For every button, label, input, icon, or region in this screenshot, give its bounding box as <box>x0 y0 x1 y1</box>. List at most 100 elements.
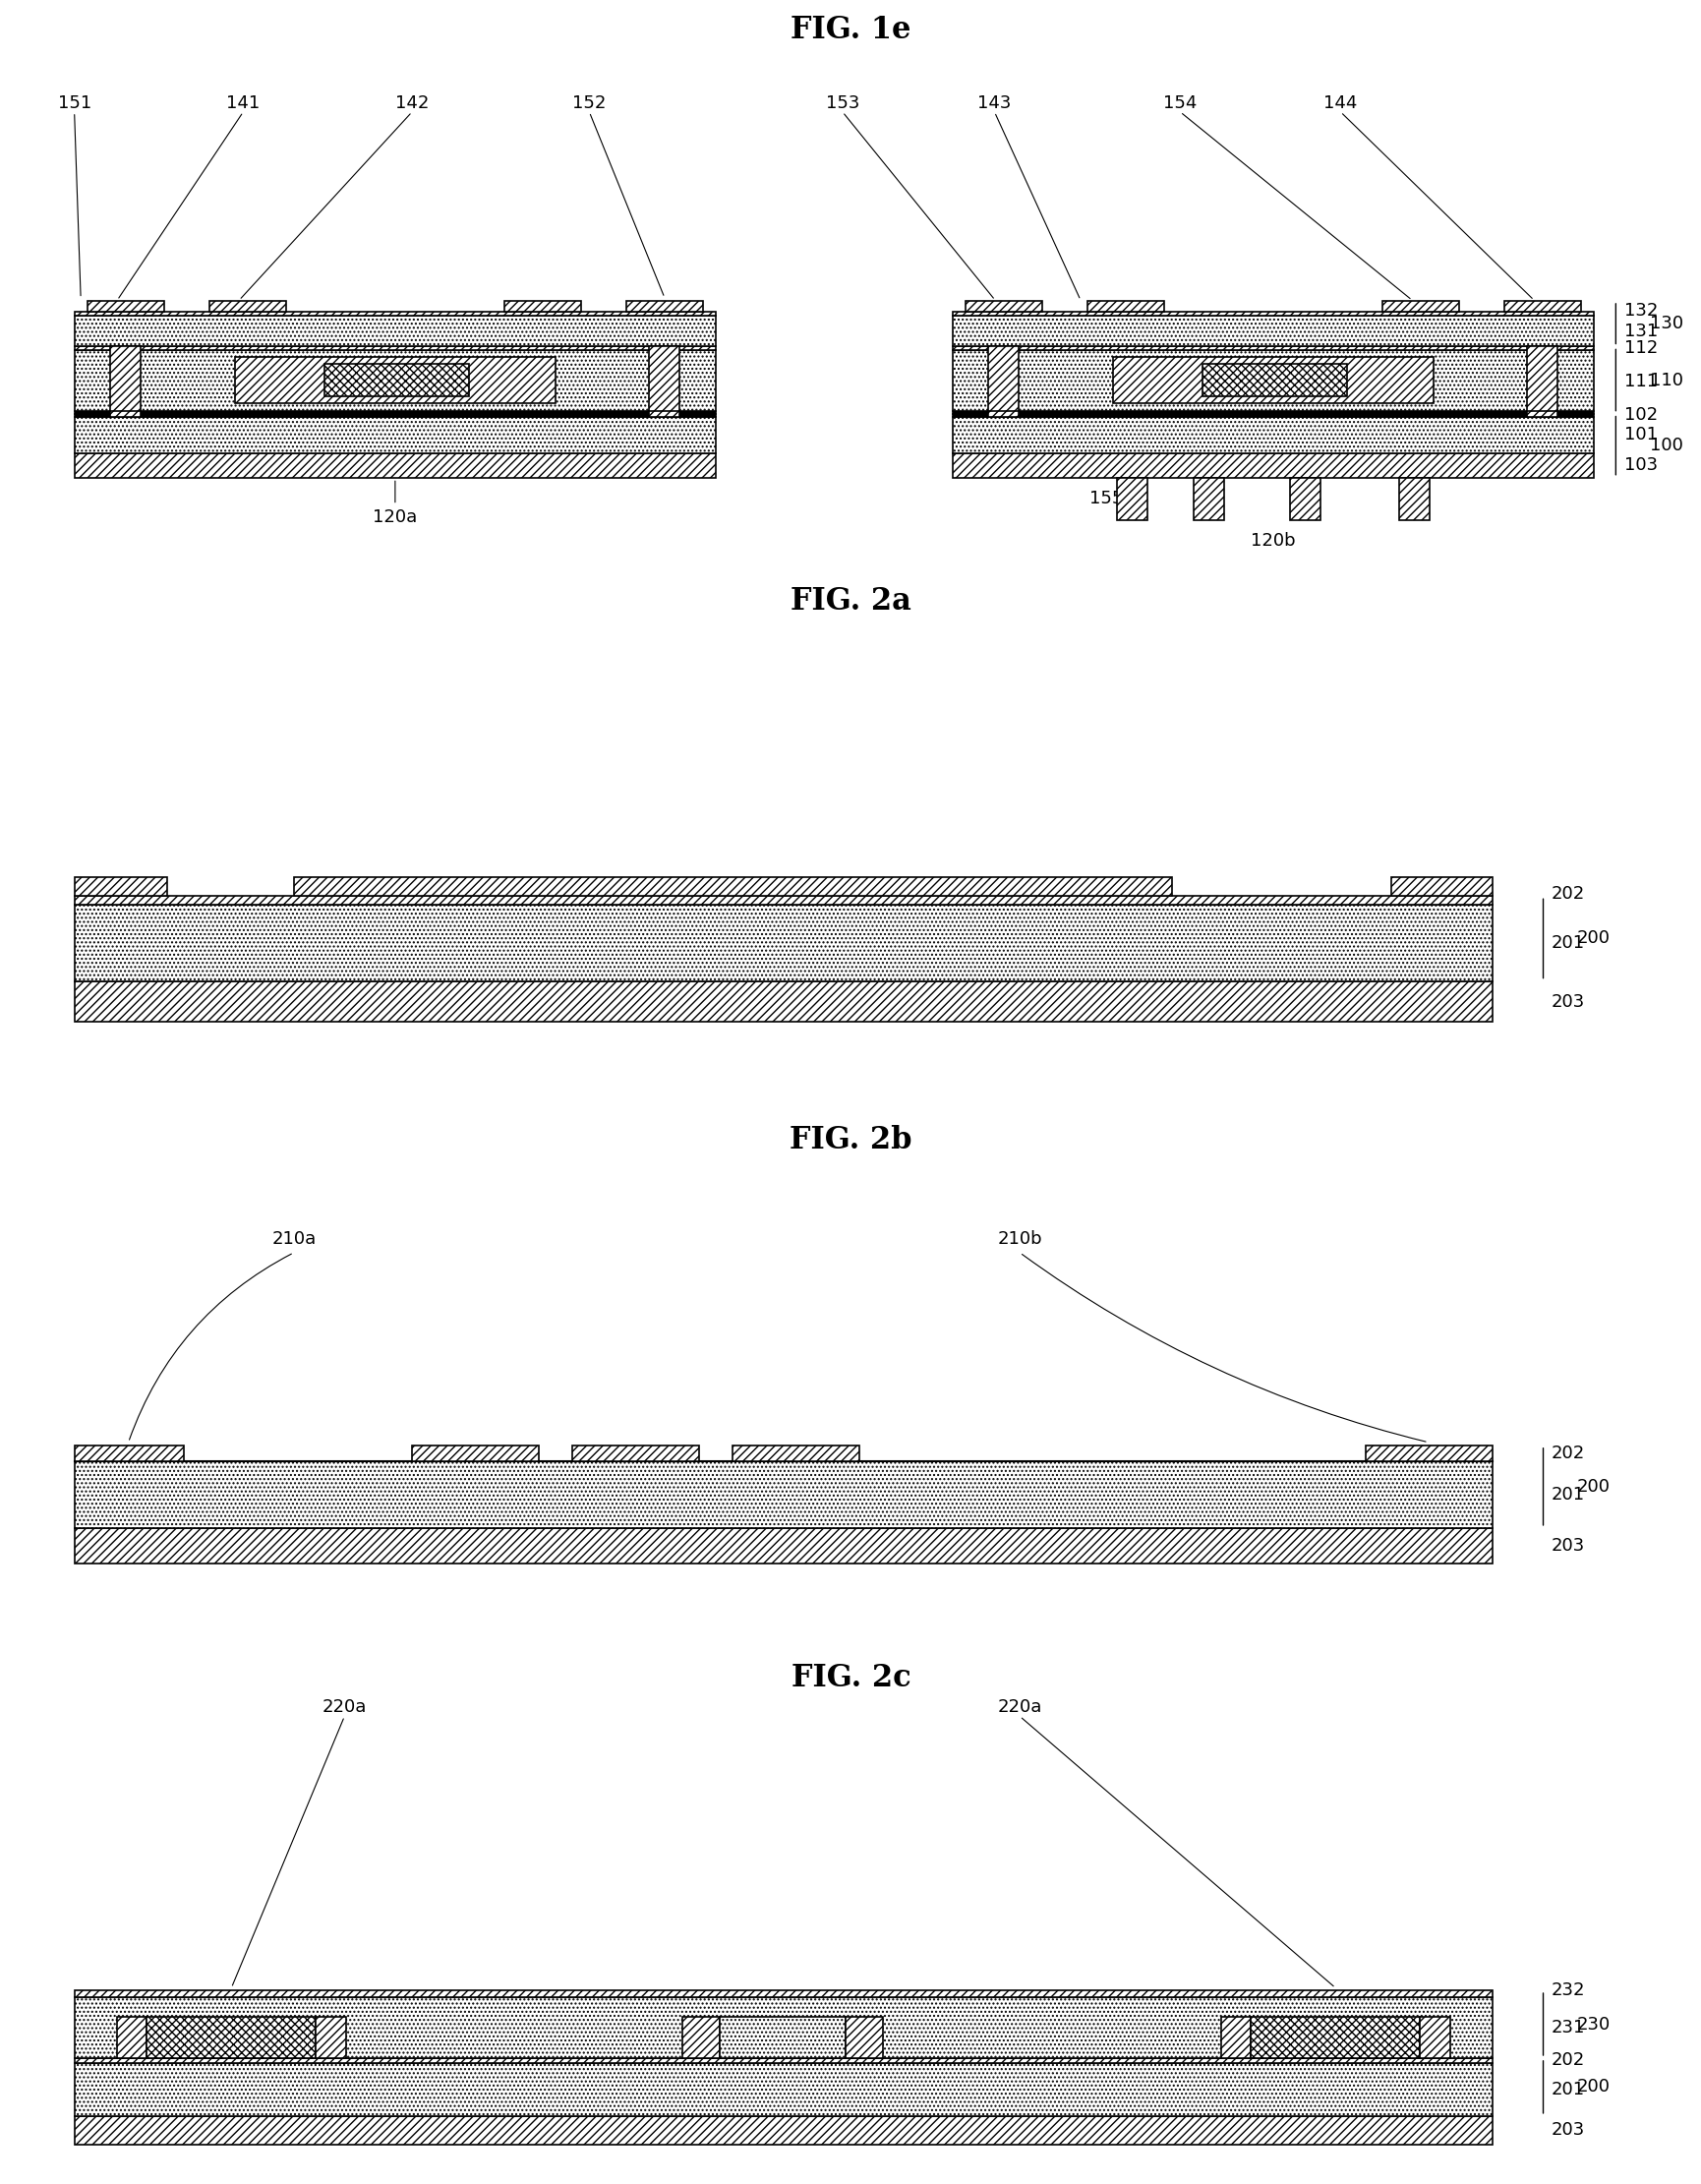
Bar <box>75 1529 1492 1564</box>
Bar <box>1381 301 1458 312</box>
Text: FIG. 1e: FIG. 1e <box>791 15 910 46</box>
Text: 120b: 120b <box>1250 533 1294 550</box>
Bar <box>953 349 1592 411</box>
Bar <box>682 2018 720 2057</box>
Text: 154: 154 <box>1163 94 1196 111</box>
Bar <box>75 1461 1492 1529</box>
Bar <box>75 454 716 478</box>
Bar <box>733 1446 859 1461</box>
Bar <box>988 347 1019 413</box>
Bar <box>87 301 163 312</box>
Bar <box>1220 2018 1250 2057</box>
Bar <box>75 312 716 317</box>
Bar <box>953 454 1592 478</box>
Text: 111: 111 <box>1623 373 1657 391</box>
Bar <box>75 981 1492 1022</box>
Bar <box>1192 478 1223 520</box>
Bar <box>1112 358 1432 402</box>
Bar <box>75 2064 1492 2116</box>
Bar <box>1366 1446 1492 1461</box>
Text: FIG. 2c: FIG. 2c <box>791 1664 910 1695</box>
Text: 201: 201 <box>1551 2081 1584 2099</box>
Bar <box>964 301 1041 312</box>
Bar <box>325 365 469 395</box>
Bar <box>316 2018 345 2057</box>
Bar <box>626 301 703 312</box>
Text: 112: 112 <box>1623 339 1657 356</box>
Text: 156: 156 <box>1288 489 1322 507</box>
Bar <box>75 411 716 413</box>
Text: 100: 100 <box>1648 437 1682 454</box>
Bar <box>503 301 580 312</box>
Text: 203: 203 <box>1551 994 1584 1011</box>
Text: 152: 152 <box>572 94 606 111</box>
Bar <box>75 349 716 411</box>
Bar <box>412 1446 538 1461</box>
Text: 203: 203 <box>1551 1538 1584 1555</box>
Text: 145: 145 <box>1191 489 1225 507</box>
Text: FIG. 2b: FIG. 2b <box>789 1125 912 1155</box>
Text: 151: 151 <box>58 94 92 111</box>
Text: 141: 141 <box>226 94 260 111</box>
Bar <box>650 411 679 417</box>
Text: 155: 155 <box>1089 489 1123 507</box>
Bar <box>111 347 141 413</box>
Bar <box>953 312 1592 317</box>
Text: 231: 231 <box>1551 2018 1585 2035</box>
Text: 230: 230 <box>1577 2016 1609 2033</box>
Bar <box>75 895 1492 904</box>
Text: 110: 110 <box>1648 371 1682 389</box>
Text: 103: 103 <box>1623 456 1657 474</box>
Bar <box>1526 411 1556 417</box>
Text: 130: 130 <box>1648 314 1682 332</box>
Text: 202: 202 <box>1551 1444 1584 1463</box>
Bar <box>209 301 286 312</box>
Text: 202: 202 <box>1551 2051 1584 2070</box>
Bar <box>75 347 716 349</box>
Text: 131: 131 <box>1623 323 1657 341</box>
Text: 220a: 220a <box>321 1699 367 1717</box>
Bar <box>953 411 1592 413</box>
Bar <box>1398 478 1429 520</box>
Text: 120a: 120a <box>373 509 417 526</box>
Bar <box>75 2057 1492 2064</box>
Bar <box>75 878 167 895</box>
Text: 142: 142 <box>395 94 429 111</box>
Text: 201: 201 <box>1551 935 1584 952</box>
Bar <box>953 347 1592 349</box>
Bar <box>75 417 716 454</box>
Text: 200: 200 <box>1577 2079 1609 2097</box>
Bar <box>1116 478 1146 520</box>
Bar <box>572 1446 699 1461</box>
Bar <box>111 411 141 417</box>
Text: 210a: 210a <box>272 1230 316 1247</box>
Bar <box>146 2018 316 2057</box>
Text: 200: 200 <box>1577 1479 1609 1496</box>
Bar <box>845 2018 883 2057</box>
Bar <box>988 411 1019 417</box>
Text: 232: 232 <box>1551 1981 1585 1998</box>
Bar <box>75 1990 1492 1996</box>
Text: 143: 143 <box>976 94 1010 111</box>
Bar <box>116 2018 146 2057</box>
Text: 101: 101 <box>1623 426 1657 443</box>
Bar <box>1504 301 1580 312</box>
Bar <box>235 358 555 402</box>
Bar <box>953 413 1592 417</box>
Bar <box>75 2116 1492 2145</box>
Bar <box>75 1996 1492 2057</box>
Text: 220a: 220a <box>997 1699 1041 1717</box>
Bar <box>1390 878 1492 895</box>
Text: 201: 201 <box>1551 1485 1584 1503</box>
Text: 144: 144 <box>1323 94 1357 111</box>
Bar <box>75 413 716 417</box>
Text: 210b: 210b <box>997 1230 1041 1247</box>
Bar <box>953 317 1592 347</box>
Text: 146: 146 <box>1397 489 1431 507</box>
Bar <box>1250 2018 1419 2057</box>
Bar <box>1203 365 1345 395</box>
Text: 153: 153 <box>825 94 859 111</box>
Text: 202: 202 <box>1551 885 1584 904</box>
Text: 102: 102 <box>1623 406 1657 424</box>
Bar <box>75 317 716 347</box>
